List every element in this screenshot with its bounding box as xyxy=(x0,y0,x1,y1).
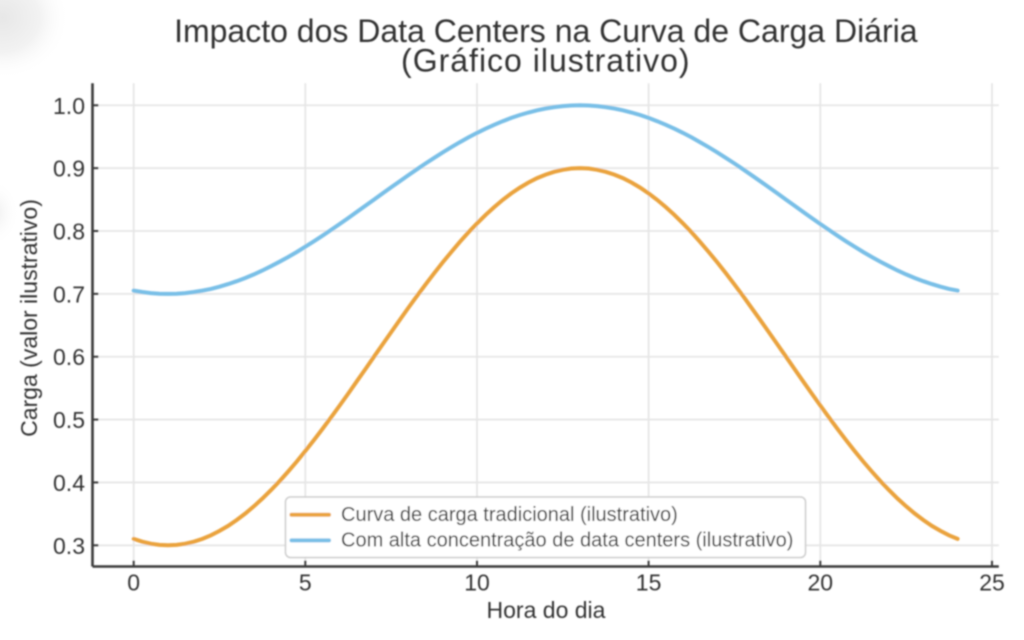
svg-text:Curva de carga tradicional (il: Curva de carga tradicional (ilustrativo) xyxy=(341,504,678,526)
svg-text:0: 0 xyxy=(127,570,140,596)
svg-text:0.7: 0.7 xyxy=(53,281,85,307)
svg-text:0.9: 0.9 xyxy=(53,156,85,182)
svg-text:25: 25 xyxy=(979,570,1005,596)
svg-text:0.3: 0.3 xyxy=(53,533,85,559)
svg-text:5: 5 xyxy=(299,570,312,596)
svg-text:Hora do dia: Hora do dia xyxy=(487,597,606,623)
svg-text:0.6: 0.6 xyxy=(53,344,85,370)
svg-text:0.8: 0.8 xyxy=(53,219,85,245)
svg-text:Carga (valor ilustrativo): Carga (valor ilustrativo) xyxy=(16,199,42,437)
svg-text:1.0: 1.0 xyxy=(53,93,85,119)
svg-text:(Gráfico ilustrativo): (Gráfico ilustrativo) xyxy=(401,43,691,79)
svg-text:15: 15 xyxy=(636,570,662,596)
svg-text:Com alta concentração de data: Com alta concentração de data centers (i… xyxy=(341,530,793,552)
svg-text:0.4: 0.4 xyxy=(53,470,85,496)
svg-text:10: 10 xyxy=(464,570,490,596)
svg-text:Impacto dos Data Centers na Cu: Impacto dos Data Centers na Curva de Car… xyxy=(174,13,918,49)
svg-text:20: 20 xyxy=(808,570,834,596)
svg-text:0.5: 0.5 xyxy=(53,407,85,433)
